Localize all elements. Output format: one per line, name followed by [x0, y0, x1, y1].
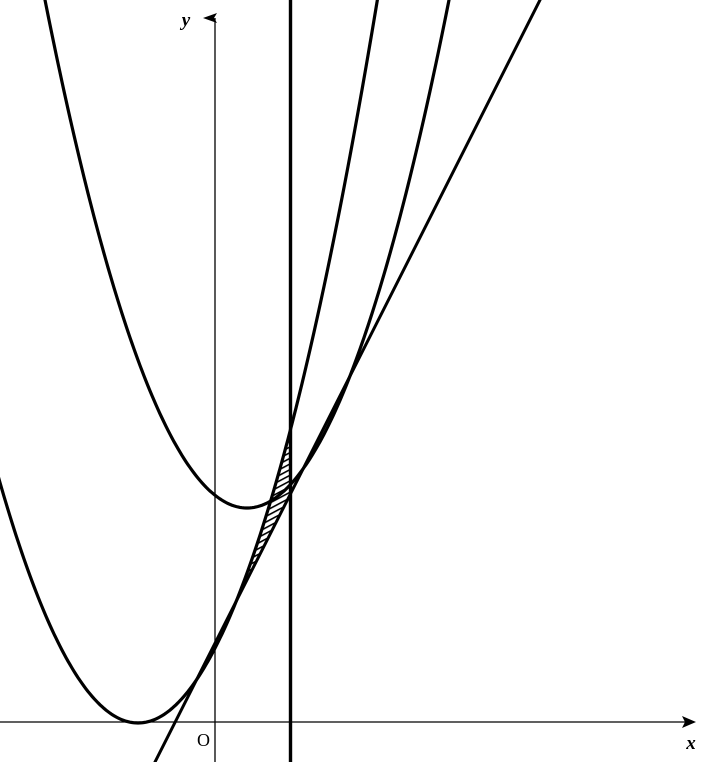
y-axis-label: y — [180, 10, 191, 31]
x-axis-label: x — [685, 733, 696, 754]
tangent-line — [153, 0, 542, 762]
upper-parabola-curve — [43, 0, 451, 510]
origin-label: O — [197, 730, 210, 750]
lower-parabola-curve — [0, 0, 379, 725]
